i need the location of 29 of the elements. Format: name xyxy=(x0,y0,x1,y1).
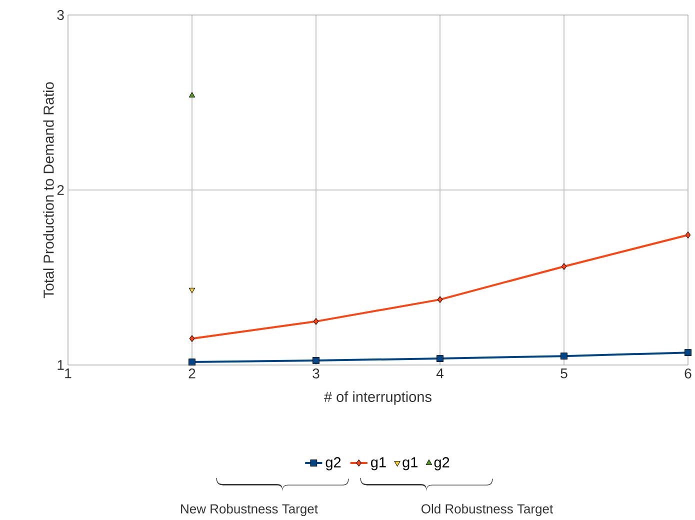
point xyxy=(560,352,568,360)
point xyxy=(313,318,319,325)
x-tick-label: 6 xyxy=(684,368,692,378)
point xyxy=(684,349,692,356)
point xyxy=(188,288,196,294)
x-tick-label: 3 xyxy=(312,368,320,378)
text: New Robustness Target xyxy=(181,504,318,516)
point xyxy=(437,296,443,303)
legend-label: g2 xyxy=(434,457,450,470)
y-tick-label: 1 xyxy=(58,360,64,370)
y-tick-label: 3 xyxy=(57,10,64,20)
point xyxy=(189,335,195,342)
point xyxy=(685,232,691,238)
point xyxy=(561,263,567,270)
legend-label: g2 xyxy=(326,457,341,470)
x-axis-title: # of interruptions xyxy=(324,391,432,405)
point xyxy=(436,355,444,362)
point xyxy=(188,358,196,366)
y-axis-title: Total Production to Demand Ratio xyxy=(43,82,54,298)
x-tick-label: 2 xyxy=(188,368,196,378)
y-tick-label: 2 xyxy=(57,185,64,195)
x-tick-label: 4 xyxy=(436,368,444,378)
point xyxy=(188,92,196,98)
text: Old Robustness Target xyxy=(422,504,554,516)
x-tick-label: 1 xyxy=(65,368,72,378)
legend-label: g1 xyxy=(371,457,386,470)
legend-label: g1 xyxy=(402,457,418,470)
x-tick-label: 5 xyxy=(560,368,568,378)
point xyxy=(312,357,320,364)
